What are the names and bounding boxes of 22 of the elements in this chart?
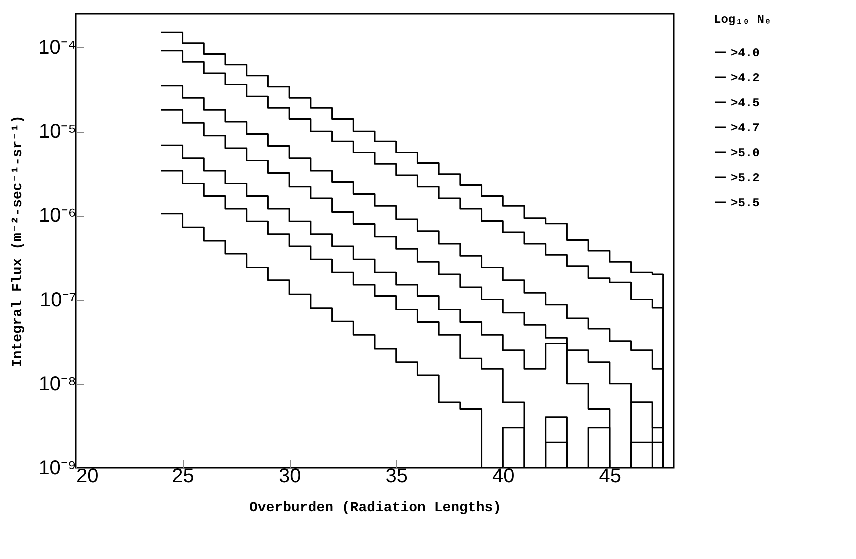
y-tick-label: 10⁻⁴ xyxy=(38,36,76,59)
x-tick-label: 25 xyxy=(172,466,194,488)
y-tick-label: 10⁻⁶ xyxy=(39,205,76,228)
x-tick-label: 45 xyxy=(599,466,622,488)
legend-label: >5.0 xyxy=(731,146,760,160)
x-axis-title: Overburden (Radiation Lengths) xyxy=(249,500,502,516)
y-tick-label: 10⁻⁸ xyxy=(38,373,76,396)
y-tick-label: 10⁻⁷ xyxy=(40,289,76,312)
y-axis-title: Integral Flux (m⁻²-sec⁻¹-sr⁻¹) xyxy=(10,115,27,368)
legend-label: >4.7 xyxy=(731,122,760,136)
y-tick-label: 10⁻⁹ xyxy=(38,458,76,480)
y-tick-label: 10⁻⁵ xyxy=(38,121,76,144)
x-tick-label: 30 xyxy=(278,466,302,488)
x-tick-label: 35 xyxy=(386,466,408,488)
legend-label: >5.5 xyxy=(731,196,760,210)
legend-label: >4.5 xyxy=(731,96,760,110)
legend-title: Log₁₀ Nₑ xyxy=(714,13,772,27)
legend-label: >4.2 xyxy=(731,72,760,86)
x-tick-label: 40 xyxy=(492,466,515,488)
x-tick-label: 20 xyxy=(76,466,99,488)
legend-label: >5.2 xyxy=(731,172,760,186)
legend-label: >4.0 xyxy=(731,46,760,60)
